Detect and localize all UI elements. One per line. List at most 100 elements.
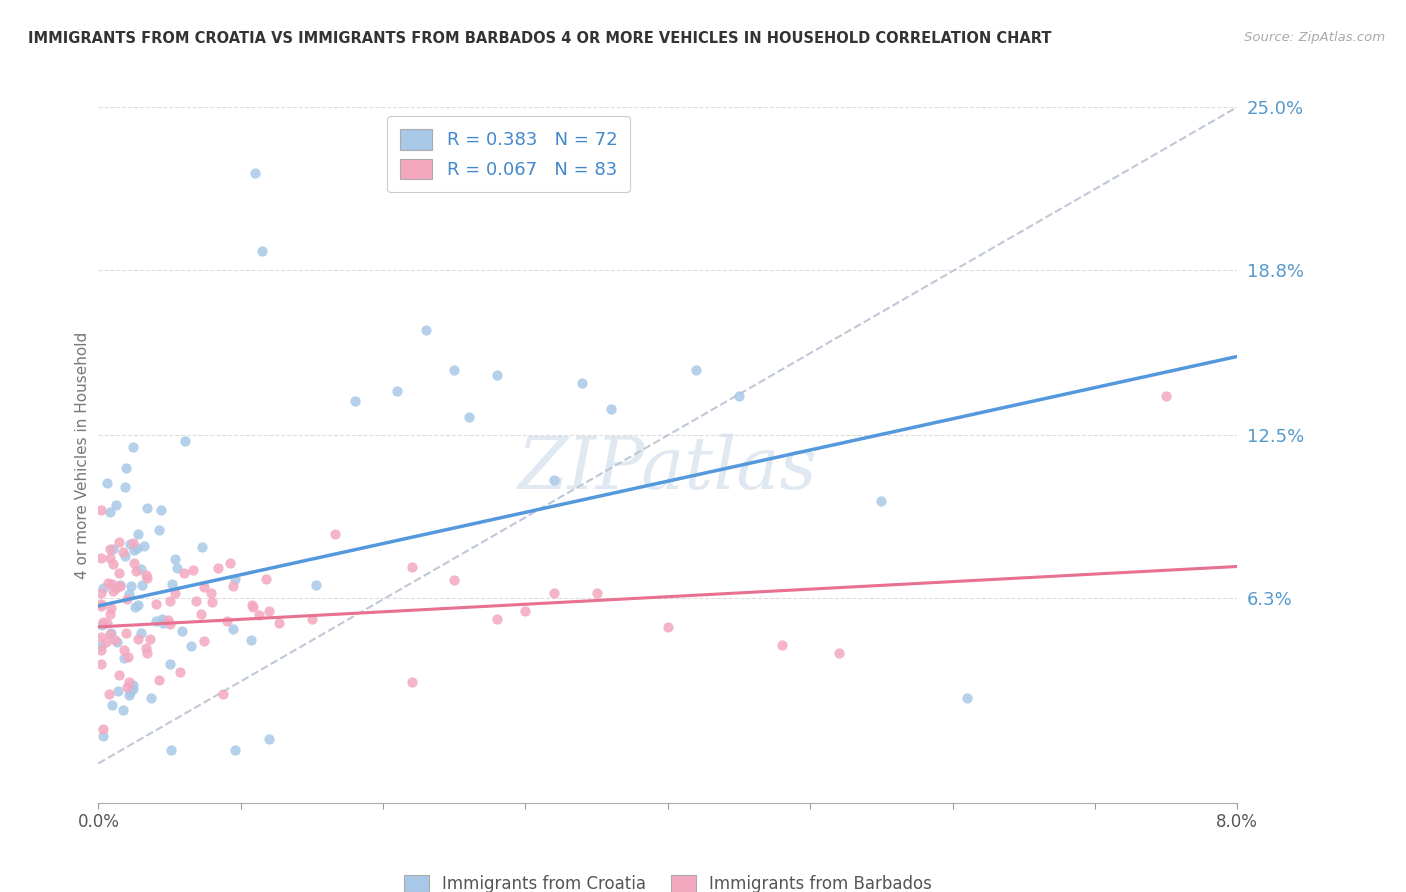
Point (122, 536, 145, 550)
Point (127, 632, 149, 647)
Point (243, 166, 266, 180)
Point (173, 566, 195, 580)
Point (193, 634, 215, 648)
Point (585, 586, 607, 600)
Point (118, 675, 141, 690)
Point (515, 604, 537, 618)
Point (121, 682, 143, 697)
Point (159, 593, 181, 607)
Point (111, 545, 134, 559)
Point (543, 586, 565, 600)
Point (152, 612, 174, 626)
Point (457, 409, 479, 424)
Point (101, 698, 124, 712)
Point (157, 613, 180, 627)
Point (443, 573, 465, 587)
Point (135, 641, 157, 656)
Point (415, 323, 437, 337)
Point (159, 743, 181, 757)
Point (90, 599, 112, 614)
Point (685, 362, 707, 376)
Point (486, 612, 509, 626)
Point (90, 630, 112, 644)
Point (148, 673, 170, 687)
Point (97, 575, 120, 590)
Point (118, 587, 141, 601)
Point (135, 567, 157, 582)
Point (259, 604, 281, 618)
Point (242, 599, 264, 614)
Point (191, 540, 214, 554)
Point (152, 615, 174, 630)
Point (221, 579, 243, 593)
Point (571, 376, 593, 390)
Point (401, 674, 423, 689)
Point (107, 535, 129, 549)
Point (159, 657, 181, 671)
Point (112, 703, 135, 717)
Point (301, 612, 323, 626)
Point (184, 594, 207, 608)
Point (118, 537, 141, 551)
Point (124, 543, 146, 558)
Point (728, 389, 751, 403)
Y-axis label: 4 or more Vehicles in Household: 4 or more Vehicles in Household (75, 331, 90, 579)
Point (343, 394, 366, 409)
Point (120, 578, 142, 592)
Point (115, 592, 138, 607)
Point (117, 649, 139, 664)
Point (770, 638, 793, 652)
Point (166, 561, 188, 575)
Point (122, 557, 145, 571)
Point (108, 578, 131, 592)
Point (217, 614, 239, 628)
Point (125, 564, 148, 578)
Point (103, 557, 125, 571)
Point (114, 480, 136, 494)
Point (98, 626, 121, 640)
Point (163, 586, 186, 600)
Point (107, 683, 129, 698)
Point (138, 632, 160, 647)
Point (90, 551, 112, 566)
Text: Source: ZipAtlas.com: Source: ZipAtlas.com (1244, 31, 1385, 45)
Point (118, 688, 141, 702)
Point (115, 680, 138, 694)
Point (180, 639, 202, 653)
Point (125, 541, 148, 555)
Point (201, 595, 224, 609)
Point (105, 581, 128, 595)
Point (112, 651, 135, 665)
Point (120, 684, 142, 698)
Point (600, 401, 623, 416)
Point (193, 580, 215, 594)
Point (323, 526, 346, 541)
Point (222, 622, 245, 636)
Point (543, 473, 565, 487)
Point (150, 503, 173, 517)
Point (112, 643, 135, 657)
Point (212, 687, 235, 701)
Point (101, 576, 124, 591)
Point (114, 549, 136, 563)
Point (108, 668, 131, 682)
Point (190, 607, 212, 621)
Point (486, 368, 509, 382)
Point (91, 581, 114, 595)
Point (121, 440, 143, 454)
Point (200, 586, 222, 600)
Point (127, 526, 149, 541)
Point (97, 687, 120, 701)
Point (91, 615, 114, 629)
Point (96, 476, 118, 491)
Point (98, 550, 121, 565)
Point (108, 566, 131, 580)
Point (224, 572, 246, 586)
Point (105, 499, 128, 513)
Point (305, 578, 328, 592)
Point (91, 723, 114, 737)
Point (219, 556, 242, 570)
Point (90, 643, 112, 657)
Point (165, 552, 187, 566)
Point (828, 646, 851, 660)
